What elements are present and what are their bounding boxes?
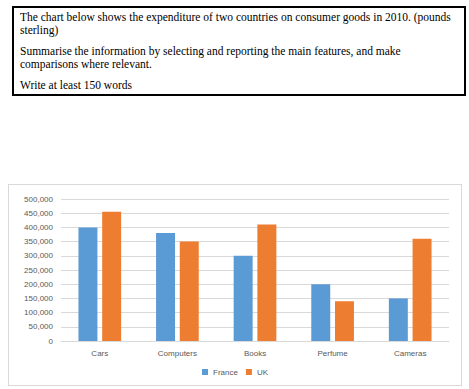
svg-text:450,000: 450,000: [24, 209, 53, 218]
svg-text:300,000: 300,000: [24, 251, 53, 260]
svg-text:200,000: 200,000: [24, 280, 53, 289]
svg-text:UK: UK: [257, 368, 269, 377]
svg-text:France: France: [213, 368, 238, 377]
svg-text:100,000: 100,000: [24, 308, 53, 317]
svg-text:Perfume: Perfume: [317, 349, 348, 358]
html-text:The chart below shows the expe: The chart below shows the expenditure of…: [20, 11, 451, 36]
svg-text:500,000: 500,000: [24, 195, 53, 204]
svg-text:Cars: Cars: [91, 349, 108, 358]
svg-text:150,000: 150,000: [24, 294, 53, 303]
svg-text:Computers: Computers: [158, 349, 197, 358]
svg-text:50,000: 50,000: [29, 322, 54, 331]
svg-text:0: 0: [49, 337, 54, 346]
svg-text:Books: Books: [244, 349, 266, 358]
svg-text:250,000: 250,000: [24, 266, 53, 275]
html-text:Summarise the information by s: Summarise the information by selecting a…: [20, 45, 401, 70]
svg-text:Cameras: Cameras: [394, 349, 426, 358]
html-text:Write at least 150 words: Write at least 150 words: [20, 79, 132, 91]
svg-text:350,000: 350,000: [24, 237, 53, 246]
svg-text:400,000: 400,000: [24, 223, 53, 232]
